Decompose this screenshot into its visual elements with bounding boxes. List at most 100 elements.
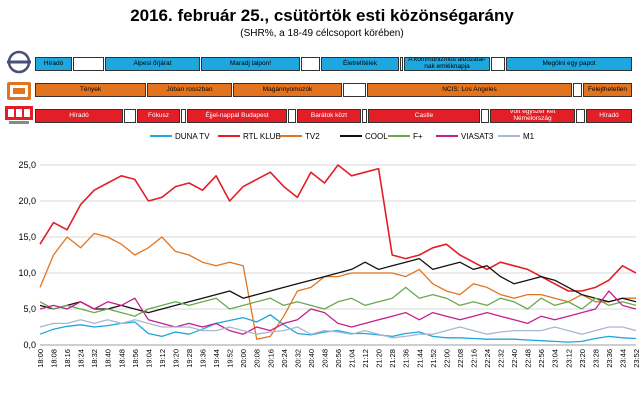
x-tick-label-21: 20:48 xyxy=(320,349,329,368)
x-tick-label-40: 23:20 xyxy=(578,349,587,368)
y-tick-label-5: 25,0 xyxy=(18,160,36,170)
x-tick-label-11: 19:28 xyxy=(185,349,194,368)
rtl-program-4: Éjjel-nappal Budapest xyxy=(187,109,287,123)
tv2-program-6: Felejthetetlen xyxy=(583,83,632,97)
tv2-program-2: Magánnyomozók xyxy=(233,83,342,97)
x-tick-label-17: 20:16 xyxy=(266,349,275,368)
chart-subtitle: (SHR%, a 18-49 célcsoport körében) xyxy=(240,28,404,39)
x-tick-label-15: 20:00 xyxy=(239,349,248,368)
x-tick-label-29: 21:52 xyxy=(429,349,438,368)
x-tick-label-1: 18:08 xyxy=(50,349,59,368)
legend-label-1: RTL KLUB xyxy=(243,132,281,141)
rtl-program-6: Barátok közt xyxy=(297,109,361,123)
series-line-2 xyxy=(39,232,636,340)
tv2-program-1: Jóban rosszban xyxy=(147,83,232,97)
x-tick-label-24: 21:12 xyxy=(361,349,370,368)
x-tick-label-31: 22:08 xyxy=(456,349,465,368)
series-line-1 xyxy=(39,164,637,292)
m1-program-0: Híradó xyxy=(35,57,72,71)
line-chart: DUNA TV RTL KLUB TV2 COOL F+ VIASAT3 M1 0,0 5,0 1… xyxy=(18,132,641,368)
x-tick-label-4: 18:32 xyxy=(90,349,99,368)
rtl-program-1 xyxy=(124,109,136,123)
x-tick-label-38: 23:04 xyxy=(551,349,560,368)
m1-program-2: Alpesi őrjárat xyxy=(105,57,200,71)
x-tick-label-33: 22:24 xyxy=(483,349,492,368)
y-tick-label-2: 10,0 xyxy=(18,268,36,278)
legend-label-2: TV2 xyxy=(305,132,320,141)
x-tick-label-19: 20:32 xyxy=(293,349,302,368)
x-tick-label-12: 19:36 xyxy=(199,349,208,368)
x-tick-label-6: 18:48 xyxy=(117,349,126,368)
m1-program-1 xyxy=(73,57,104,71)
tv2-program-4: NCIS: Los Angeles xyxy=(367,83,572,97)
rtl-program-0: Híradó xyxy=(35,109,123,123)
x-tick-label-22: 20:56 xyxy=(334,349,343,368)
legend-label-5: VIASAT3 xyxy=(461,132,494,141)
x-tick-label-27: 21:36 xyxy=(402,349,411,368)
x-tick-label-30: 22:00 xyxy=(442,349,451,368)
x-tick-label-28: 21:44 xyxy=(415,349,424,368)
x-tick-label-25: 21:20 xyxy=(375,349,384,368)
rtl-program-2: Fókusz xyxy=(137,109,180,123)
y-tick-label-0: 0,0 xyxy=(23,340,36,350)
x-tick-label-2: 18:16 xyxy=(63,349,72,368)
series-line-4 xyxy=(39,286,637,317)
rtl-program-8: Castle xyxy=(368,109,480,123)
x-tick-label-0: 18:00 xyxy=(36,349,45,368)
legend-label-0: DUNA TV xyxy=(175,132,210,141)
x-tick-label-9: 19:12 xyxy=(158,349,167,368)
y-tick-label-3: 15,0 xyxy=(18,232,36,242)
m1-program-4 xyxy=(301,57,320,71)
x-tick-label-26: 21:28 xyxy=(388,349,397,368)
rtl-logo-icon xyxy=(5,106,33,124)
rtl-program-9 xyxy=(481,109,489,123)
y-tick-label-4: 20,0 xyxy=(18,196,36,206)
tv2-program-0: Tények xyxy=(35,83,146,97)
series-line-3 xyxy=(39,257,637,314)
rtl-program-7 xyxy=(362,109,367,123)
m1-program-3: Maradj talpon! xyxy=(201,57,300,71)
rtl-program-11 xyxy=(576,109,585,123)
x-tick-label-42: 23:36 xyxy=(605,349,614,368)
m1-logo-icon xyxy=(7,50,31,74)
x-tick-label-18: 20:24 xyxy=(280,349,289,368)
x-tick-label-23: 21:04 xyxy=(348,349,357,368)
m1-program-5: Életrelítélek xyxy=(321,57,399,71)
rtl-program-10: Volt egyszer két Némelország xyxy=(490,109,575,123)
x-tick-label-44: 23:52 xyxy=(632,349,641,368)
x-tick-label-41: 23:28 xyxy=(591,349,600,368)
series-line-5 xyxy=(39,290,637,335)
x-tick-label-8: 19:04 xyxy=(144,349,153,368)
x-tick-label-35: 22:40 xyxy=(510,349,519,368)
x-tick-label-34: 22:32 xyxy=(497,349,506,368)
x-tick-label-36: 22:48 xyxy=(524,349,533,368)
chart-title: 2016. február 25., csütörtök esti közöns… xyxy=(130,6,514,25)
x-tick-label-5: 18:40 xyxy=(104,349,113,368)
legend-label-6: M1 xyxy=(523,132,535,141)
x-tick-label-3: 18:24 xyxy=(77,349,86,368)
tv2-logo-icon xyxy=(7,82,31,100)
x-tick-label-7: 18:56 xyxy=(131,349,140,368)
rtl-program-3 xyxy=(181,109,186,123)
x-tick-label-13: 19:44 xyxy=(212,349,221,368)
tv2-program-3 xyxy=(343,83,366,97)
m1-program-8 xyxy=(491,57,505,71)
x-tick-label-10: 19:20 xyxy=(171,349,180,368)
x-tick-label-16: 20:08 xyxy=(253,349,262,368)
x-tick-label-14: 19:52 xyxy=(226,349,235,368)
legend-label-4: F+ xyxy=(413,132,423,141)
m1-program-7: A kommunizmus áldozatai-nak emléknapja xyxy=(404,57,490,71)
x-tick-label-37: 22:56 xyxy=(537,349,546,368)
y-tick-label-1: 5,0 xyxy=(23,304,36,314)
series-line-0 xyxy=(39,314,637,343)
x-tick-label-20: 20:40 xyxy=(307,349,316,368)
m1-program-6 xyxy=(400,57,403,71)
rtl-program-5 xyxy=(288,109,296,123)
x-tick-label-43: 23:44 xyxy=(618,349,627,368)
x-tick-label-32: 22:16 xyxy=(469,349,478,368)
x-tick-label-39: 23:12 xyxy=(564,349,573,368)
tv2-program-5 xyxy=(573,83,582,97)
rtl-program-12: Híradó xyxy=(586,109,632,123)
series-line-6 xyxy=(39,319,637,339)
legend-label-3: COOL xyxy=(365,132,388,141)
